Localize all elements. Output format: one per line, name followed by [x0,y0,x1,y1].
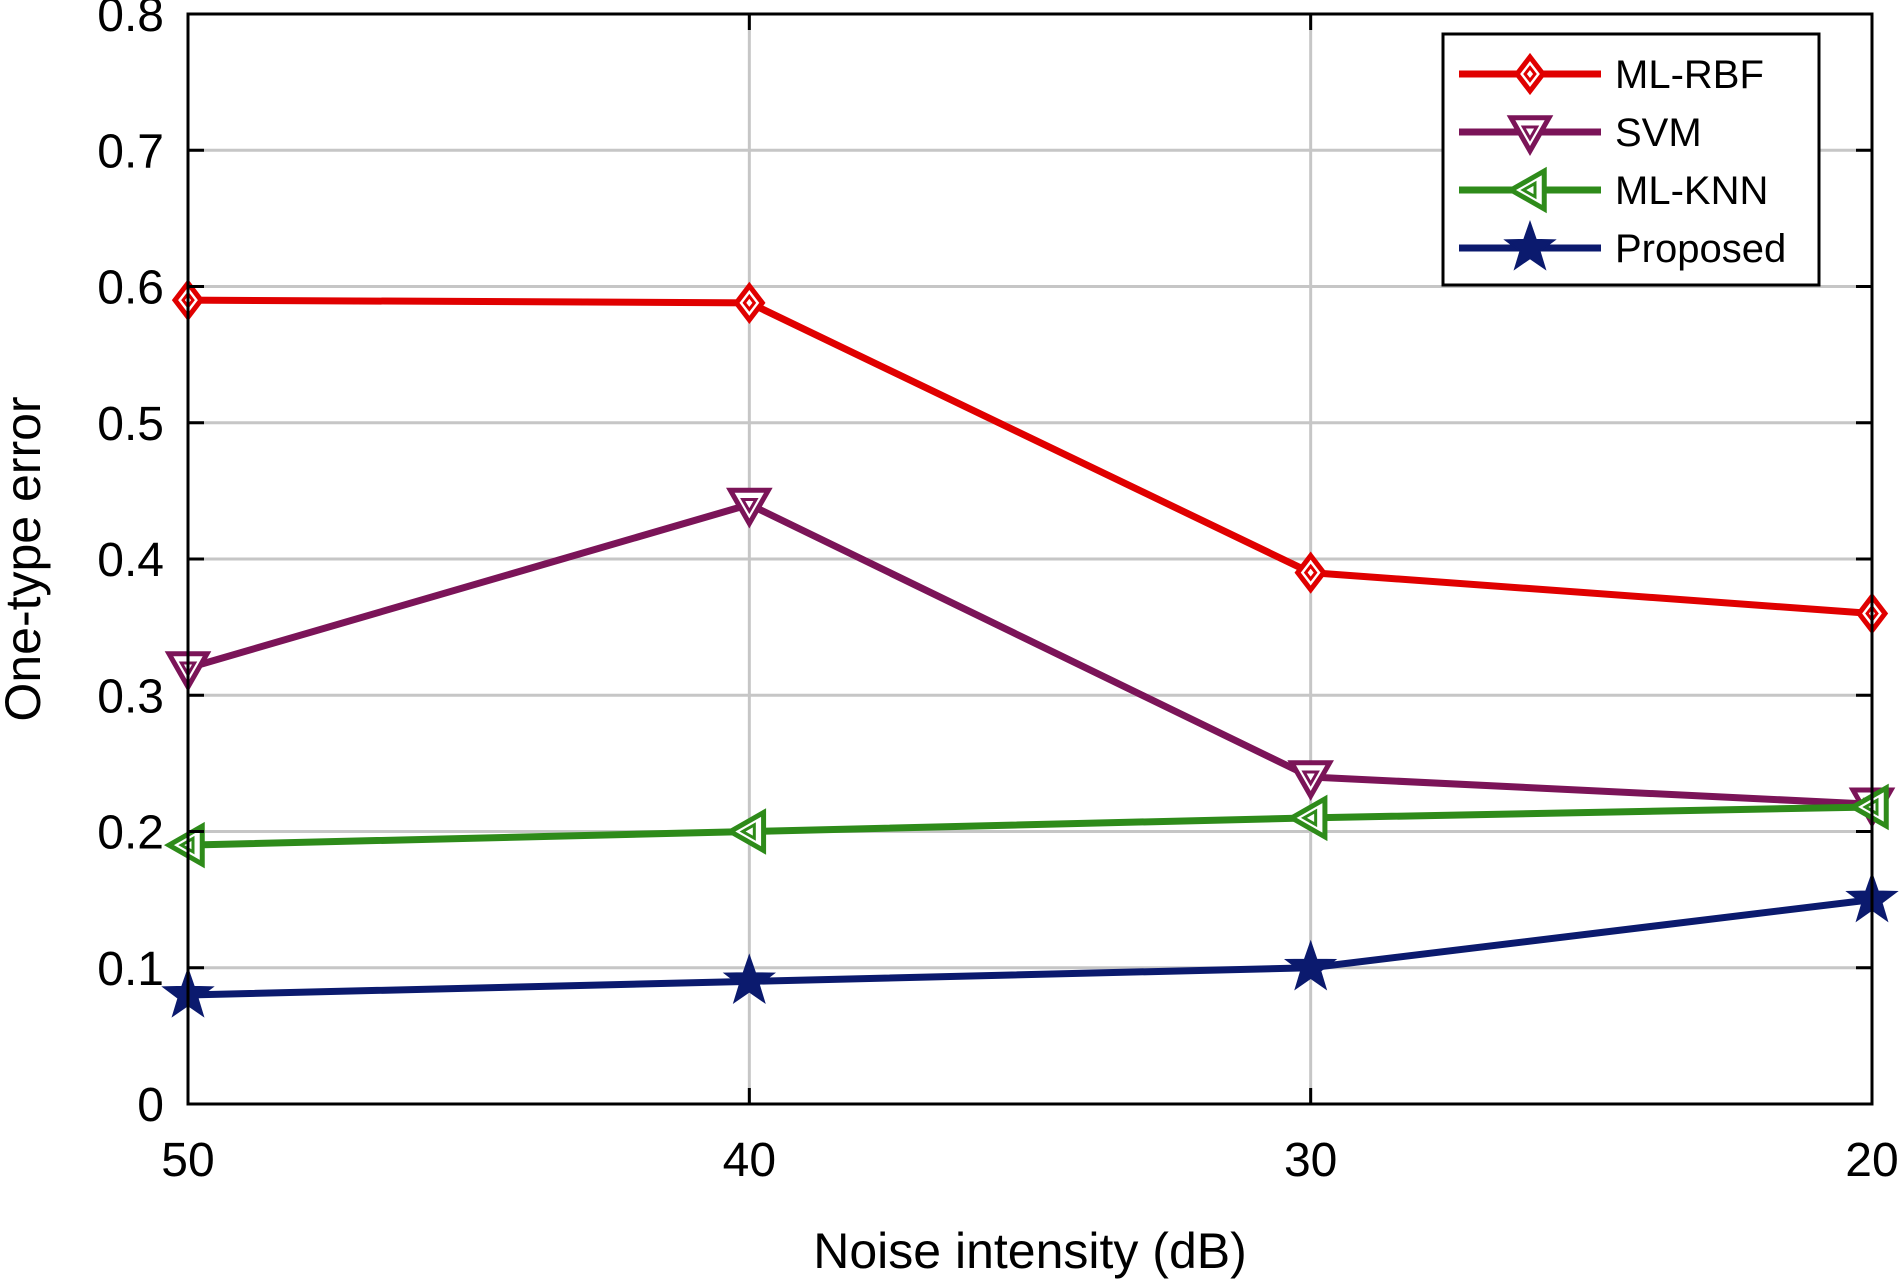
series-ml-knn [163,783,1889,869]
series-proposed [161,871,1899,1018]
data-point-svm [726,487,773,529]
data-point-ml-knn [725,808,767,855]
data-point-ml-rbf-inner [742,293,757,312]
series-line-ml-rbf [187,296,1873,617]
legend-marker-ml-rbf-inner [1523,65,1537,83]
y-tick-label: 0.3 [97,670,164,723]
legend: ML-RBF SVM ML-KNN Proposed [1441,32,1821,287]
series-line-proposed [187,896,1873,999]
y-tick-label: 0.8 [97,0,164,42]
legend-marker-proposed [1503,219,1557,271]
data-point-proposed [722,953,776,1005]
y-tick-label: 0 [137,1079,164,1132]
data-point-proposed [1283,939,1338,991]
y-tick-label: 0.6 [97,262,164,315]
data-point-ml-knn [1286,794,1328,842]
data-point-ml-knn-inner [739,822,756,841]
x-tick-label: 50 [161,1134,214,1187]
data-point-ml-rbf [733,281,766,324]
legend-item-svm: SVM [1459,111,1702,157]
x-tick-label: 20 [1845,1134,1898,1187]
y-tick-label: 0.7 [97,125,164,178]
legend-marker-svm-inner [1520,125,1540,142]
series-ml-rbf [171,279,1889,635]
legend-item-proposed: Proposed [1459,219,1786,271]
y-tick-label: 0.1 [97,943,164,996]
legend-label-ml-rbf: ML-RBF [1615,53,1764,97]
series-layer [161,279,1899,1018]
data-point-ml-knn-inner [1300,808,1318,828]
data-point-ml-rbf [1294,551,1327,594]
y-tick-label: 0.5 [97,398,164,451]
legend-label-proposed: Proposed [1615,227,1786,271]
series-line-ml-knn [187,803,1873,849]
legend-label-ml-knn: ML-KNN [1615,169,1768,213]
legend-label-svm: SVM [1615,111,1702,155]
data-point-ml-knn [1847,783,1889,831]
data-point-svm [1287,760,1334,802]
legend-marker-ml-rbf [1513,52,1547,96]
series-svm [164,487,1896,829]
y-axis-label: One-type error [0,396,51,721]
data-point-svm-inner [1301,770,1320,787]
legend-item-ml-rbf: ML-RBF [1459,52,1764,97]
y-tick-label: 0.2 [97,807,164,860]
data-point-ml-knn [163,821,205,869]
ticks: 0 0.1 0.2 0.3 0.4 0.5 0.6 0.7 0.8 50 40 30 20 [97,0,1898,1187]
data-point-svm-inner [740,498,759,515]
x-axis-label: Noise intensity (dB) [813,1223,1247,1279]
x-tick-label: 40 [723,1134,776,1187]
x-tick-label: 30 [1284,1134,1337,1187]
legend-item-ml-knn: ML-KNN [1459,166,1768,214]
data-point-ml-rbf-inner [1303,563,1318,582]
legend-marker-ml-knn [1505,166,1547,214]
y-tick-label: 0.4 [97,534,164,587]
legend-marker-svm [1506,115,1554,157]
series-line-svm [187,501,1873,808]
legend-marker-ml-knn-inner [1520,180,1537,200]
